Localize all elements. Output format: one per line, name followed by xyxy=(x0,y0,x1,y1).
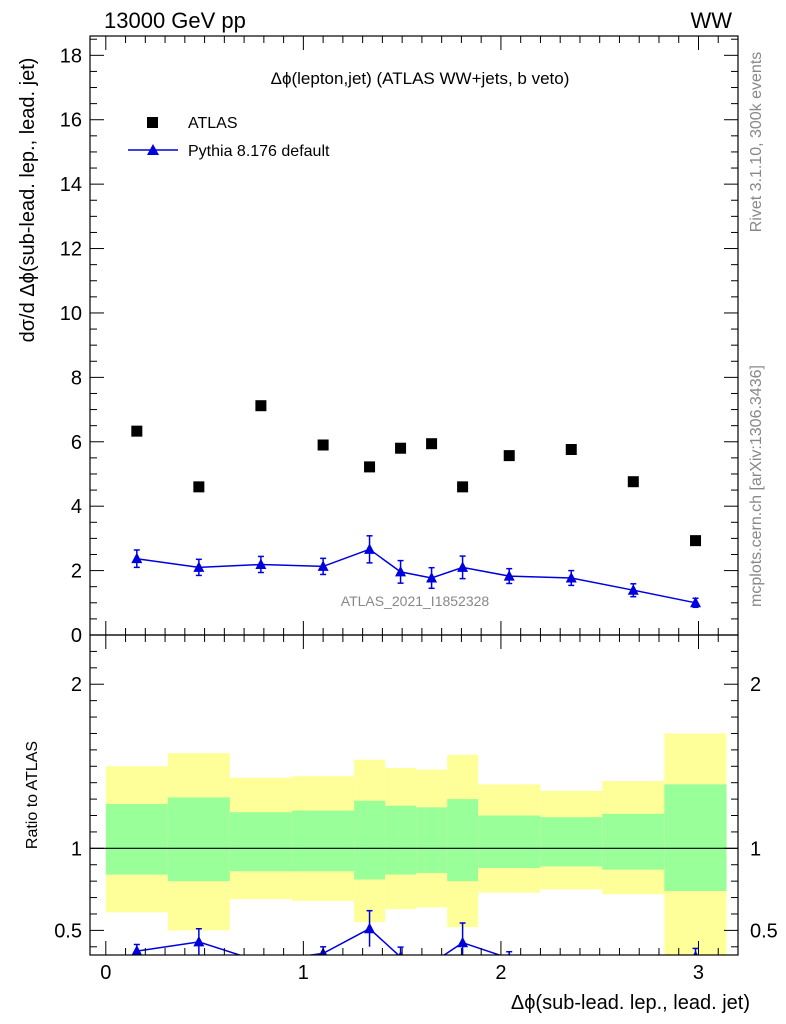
ratio-pythia-point xyxy=(693,950,698,955)
atlas-data-point xyxy=(193,481,205,493)
header-energy-label: 13000 GeV pp xyxy=(104,8,246,33)
ratio-uncertainty-band-inner xyxy=(167,797,230,882)
ratio-uncertainty-band-inner xyxy=(602,813,665,870)
atlas-data-point xyxy=(565,444,577,456)
pythia-data-point xyxy=(457,561,469,572)
pythia-data-point xyxy=(503,570,515,581)
ratio-y-tick-label: 1 xyxy=(71,838,82,860)
ratio-pythia-point xyxy=(628,959,639,970)
atlas-data-point xyxy=(364,461,376,473)
pythia-series-line xyxy=(136,548,696,604)
pythia-data-point xyxy=(395,565,407,577)
main-plot-marks xyxy=(131,400,702,609)
ratio-uncertainty-band-inner xyxy=(447,799,479,882)
legend-pythia-marker xyxy=(147,144,159,155)
ratio-uncertainty-band-inner xyxy=(540,817,603,867)
atlas-data-point xyxy=(255,400,267,412)
mcplots-source-label: mcplots.cern.ch [arXiv:1306.3436] xyxy=(748,365,765,607)
atlas-data-point xyxy=(690,535,702,547)
ratio-pythia-point xyxy=(566,956,577,967)
atlas-data-point xyxy=(395,442,407,454)
main-panel: 0 2 4 6 8 10 12 14 16 18 Δϕ(lepton,jet) (ATLAS WW… xyxy=(17,35,739,647)
pythia-data-point xyxy=(426,571,438,583)
x-tick-label: 2 xyxy=(495,962,506,984)
atlas-data-point xyxy=(627,476,639,488)
legend-atlas-marker xyxy=(147,117,158,128)
ratio-pythia-point xyxy=(364,922,376,934)
main-y-tick-label: 0 xyxy=(71,625,82,647)
ratio-plot-marks xyxy=(90,733,738,970)
pythia-data-point xyxy=(193,561,205,572)
main-y-axis-label: dσ/d Δϕ(sub-lead. lep., lead. jet) xyxy=(17,58,39,343)
ratio-y-tick-label-right: 2 xyxy=(750,674,761,696)
pythia-data-point xyxy=(131,552,143,564)
atlas-data-point xyxy=(457,481,469,493)
ratio-y-tick-label: 2 xyxy=(71,674,82,696)
main-axes: 0 2 4 6 8 10 12 14 16 18 xyxy=(60,36,738,647)
main-title: Δϕ(lepton,jet) (ATLAS WW+jets, b veto) xyxy=(271,69,570,88)
pythia-data-point xyxy=(364,543,376,554)
ratio-uncertainty-band-inner xyxy=(478,815,541,869)
legend: ATLAS Pythia 8.176 default xyxy=(128,115,330,160)
ratio-pythia-line xyxy=(136,927,502,955)
ratio-uncertainty-band-inner xyxy=(664,784,727,891)
atlas-data-point xyxy=(131,425,143,437)
main-y-tick-label: 2 xyxy=(71,561,82,583)
pythia-data-point xyxy=(690,596,702,608)
ratio-uncertainty-band-inner xyxy=(354,800,386,880)
main-y-tick-label: 4 xyxy=(71,496,82,518)
pythia-data-point xyxy=(255,558,267,569)
ratio-uncertainty-band-inner xyxy=(385,805,417,875)
ratio-pythia-point xyxy=(255,956,266,967)
main-y-tick-label: 6 xyxy=(71,432,82,454)
main-y-tick-label: 8 xyxy=(71,367,82,389)
ratio-pythia-point xyxy=(131,945,143,955)
ratio-y-tick-label: 0.5 xyxy=(54,920,82,942)
x-axis-label: Δϕ(sub-lead. lep., lead. jet) xyxy=(511,992,750,1014)
ratio-panel: 0.5 0.5 1 1 2 2 0 1 2 3 Ratio to ATLAS Δϕ(sub-lea… xyxy=(24,634,778,1014)
ratio-y-axis-label: Ratio to ATLAS xyxy=(24,741,41,849)
ratio-pythia-point xyxy=(398,950,403,955)
atlas-data-point xyxy=(503,450,515,462)
ratio-pythia-point xyxy=(193,935,205,947)
pythia-data-point xyxy=(627,584,639,595)
ratio-uncertainty-band-inner xyxy=(416,807,448,873)
ratio-y-tick-label-right: 0.5 xyxy=(750,920,778,942)
analysis-watermark: ATLAS_2021_I1852328 xyxy=(341,593,490,609)
main-y-tick-label: 18 xyxy=(60,45,82,67)
legend-pythia-label: Pythia 8.176 default xyxy=(188,143,330,160)
ratio-uncertainty-band-inner xyxy=(291,810,355,872)
ratio-panel-frame xyxy=(89,634,739,956)
ratio-y-tick-label-right: 1 xyxy=(750,838,761,860)
pythia-data-point xyxy=(565,571,577,583)
ratio-pythia-point xyxy=(426,958,437,969)
ratio-axes: 0.5 0.5 1 1 2 2 0 1 2 3 xyxy=(54,635,778,984)
x-tick-label: 0 xyxy=(100,962,111,984)
main-y-tick-label: 16 xyxy=(60,110,82,132)
x-tick-label: 1 xyxy=(298,962,309,984)
ratio-pythia-point xyxy=(507,952,511,955)
atlas-data-point xyxy=(426,438,438,450)
main-y-tick-label: 12 xyxy=(60,239,82,261)
atlas-data-point xyxy=(317,439,329,451)
ratio-uncertainty-band-inner xyxy=(229,812,292,872)
legend-atlas-label: ATLAS xyxy=(188,115,238,132)
x-tick-label: 3 xyxy=(693,962,704,984)
ratio-pythia-point xyxy=(457,936,469,948)
header-process-label: WW xyxy=(690,8,732,33)
pythia-data-point xyxy=(317,560,329,571)
main-y-tick-label: 10 xyxy=(60,303,82,325)
rivet-version-label: Rivet 3.1.10, 300k events xyxy=(748,52,765,233)
main-y-tick-label: 14 xyxy=(60,174,82,196)
ratio-uncertainty-band-inner xyxy=(105,804,168,875)
